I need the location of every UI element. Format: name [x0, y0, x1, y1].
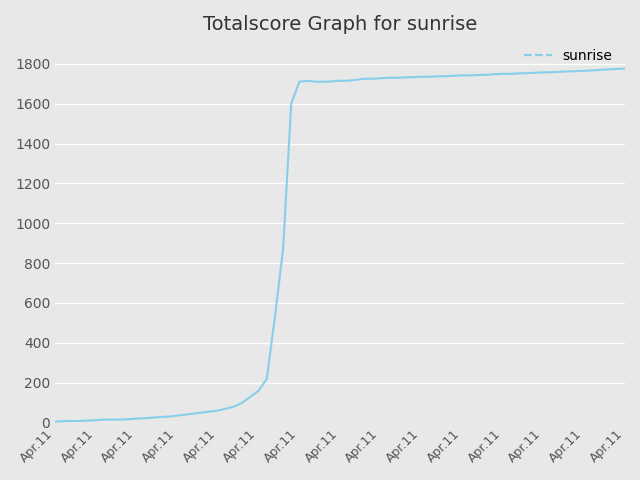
Line: sunrise: sunrise: [55, 69, 625, 421]
Title: Totalscore Graph for sunrise: Totalscore Graph for sunrise: [203, 15, 477, 34]
sunrise: [263, 376, 271, 382]
sunrise: [51, 419, 59, 424]
Legend: sunrise: sunrise: [518, 43, 618, 68]
sunrise: [214, 408, 222, 413]
sunrise: [393, 75, 401, 81]
sunrise: [589, 68, 596, 73]
sunrise: [328, 78, 336, 84]
sunrise: [621, 66, 629, 72]
sunrise: [68, 418, 76, 424]
